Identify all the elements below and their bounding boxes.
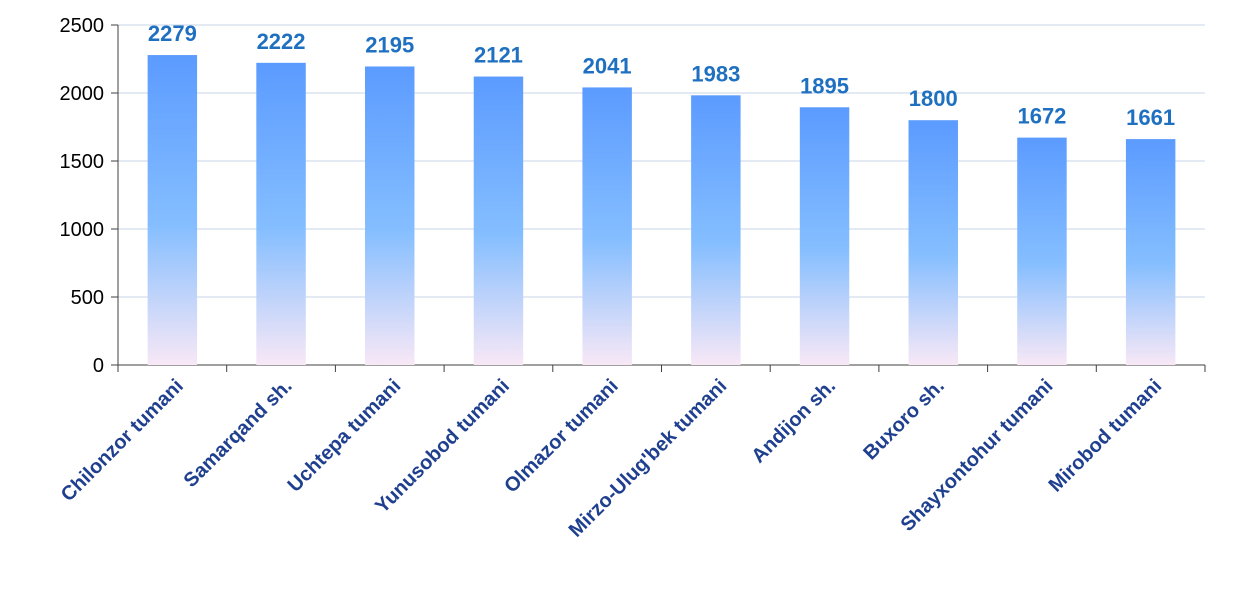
data-label: 1983: [691, 61, 740, 86]
bar: [582, 87, 632, 365]
data-label: 2195: [365, 32, 414, 57]
data-label: 2041: [583, 53, 632, 78]
bar: [908, 120, 958, 365]
data-label: 2222: [257, 29, 306, 54]
category-label: Chilonzor tumani: [57, 375, 188, 506]
data-label: 2279: [148, 21, 197, 46]
y-tick-label: 1000: [60, 219, 105, 241]
category-label: Mirobod tumani: [1045, 375, 1167, 497]
bar: [1125, 139, 1176, 365]
bar: [256, 62, 306, 366]
category-label: Samarqand sh.: [180, 375, 297, 492]
y-tick-label: 500: [71, 287, 104, 309]
category-label: Buxoro sh.: [859, 375, 948, 464]
bar: [799, 107, 850, 365]
bars: [147, 55, 1176, 366]
data-label: 2121: [474, 43, 523, 68]
data-label: 1800: [909, 86, 958, 111]
bar: [691, 95, 741, 365]
y-tick-label: 2000: [60, 83, 105, 105]
category-label: Uchtepa tumani: [284, 375, 406, 497]
bar: [1017, 137, 1067, 365]
data-label: 1661: [1126, 105, 1175, 130]
bar: [365, 66, 415, 365]
data-label: 1895: [800, 73, 849, 98]
y-tick-label: 1500: [60, 151, 105, 173]
data-label: 1672: [1017, 104, 1066, 129]
category-label: Andijon sh.: [748, 375, 841, 468]
y-tick-label: 0: [93, 355, 104, 377]
bar: [473, 76, 524, 365]
category-label: Olmazor tumani: [500, 375, 622, 497]
bar: [147, 55, 198, 365]
y-tick-label: 2500: [60, 15, 105, 37]
